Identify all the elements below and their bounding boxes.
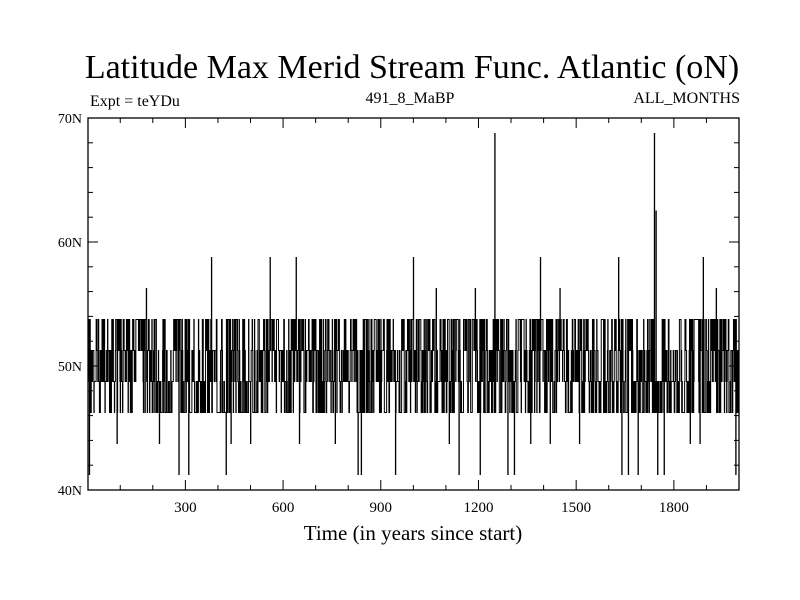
plot-frame [87,117,740,491]
x-tick-label: 600 [272,500,295,516]
ticks-layer: 40N 50N 60N 70N 300 600 900 1200 1500 1800 [58,112,739,516]
series-line [87,133,740,475]
y-tick-label: 40N [58,484,82,499]
y-tick-label: 60N [58,236,82,251]
subtitle-left: Expt = teYDu [90,93,180,110]
x-tick-label: 300 [174,500,197,516]
x-tick-label: 1200 [463,500,493,516]
subtitle-right: ALL_MONTHS [633,90,740,107]
y-tick-label: 70N [58,112,82,127]
x-tick-label: 900 [370,500,393,516]
x-tick-label: 1500 [561,500,591,516]
y-tick-label: 50N [58,360,82,375]
chart-title: Latitude Max Merid Stream Func. Atlantic… [85,49,739,86]
series-layer [87,133,740,475]
x-tick-label: 1800 [659,500,689,516]
subtitle-center: 491_8_MaBP [366,90,455,107]
x-axis-label: Time (in years since start) [304,521,523,545]
